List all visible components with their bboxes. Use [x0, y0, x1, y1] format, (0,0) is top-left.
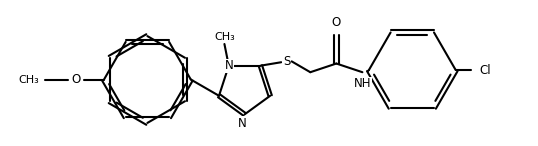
Text: NH: NH	[353, 77, 371, 90]
Text: O: O	[71, 73, 80, 86]
Text: Cl: Cl	[479, 64, 491, 77]
Text: CH₃: CH₃	[18, 74, 39, 85]
Text: N: N	[224, 59, 233, 72]
Text: O: O	[332, 16, 341, 29]
Text: S: S	[283, 55, 290, 68]
Text: N: N	[238, 117, 247, 130]
Text: CH₃: CH₃	[214, 33, 235, 42]
